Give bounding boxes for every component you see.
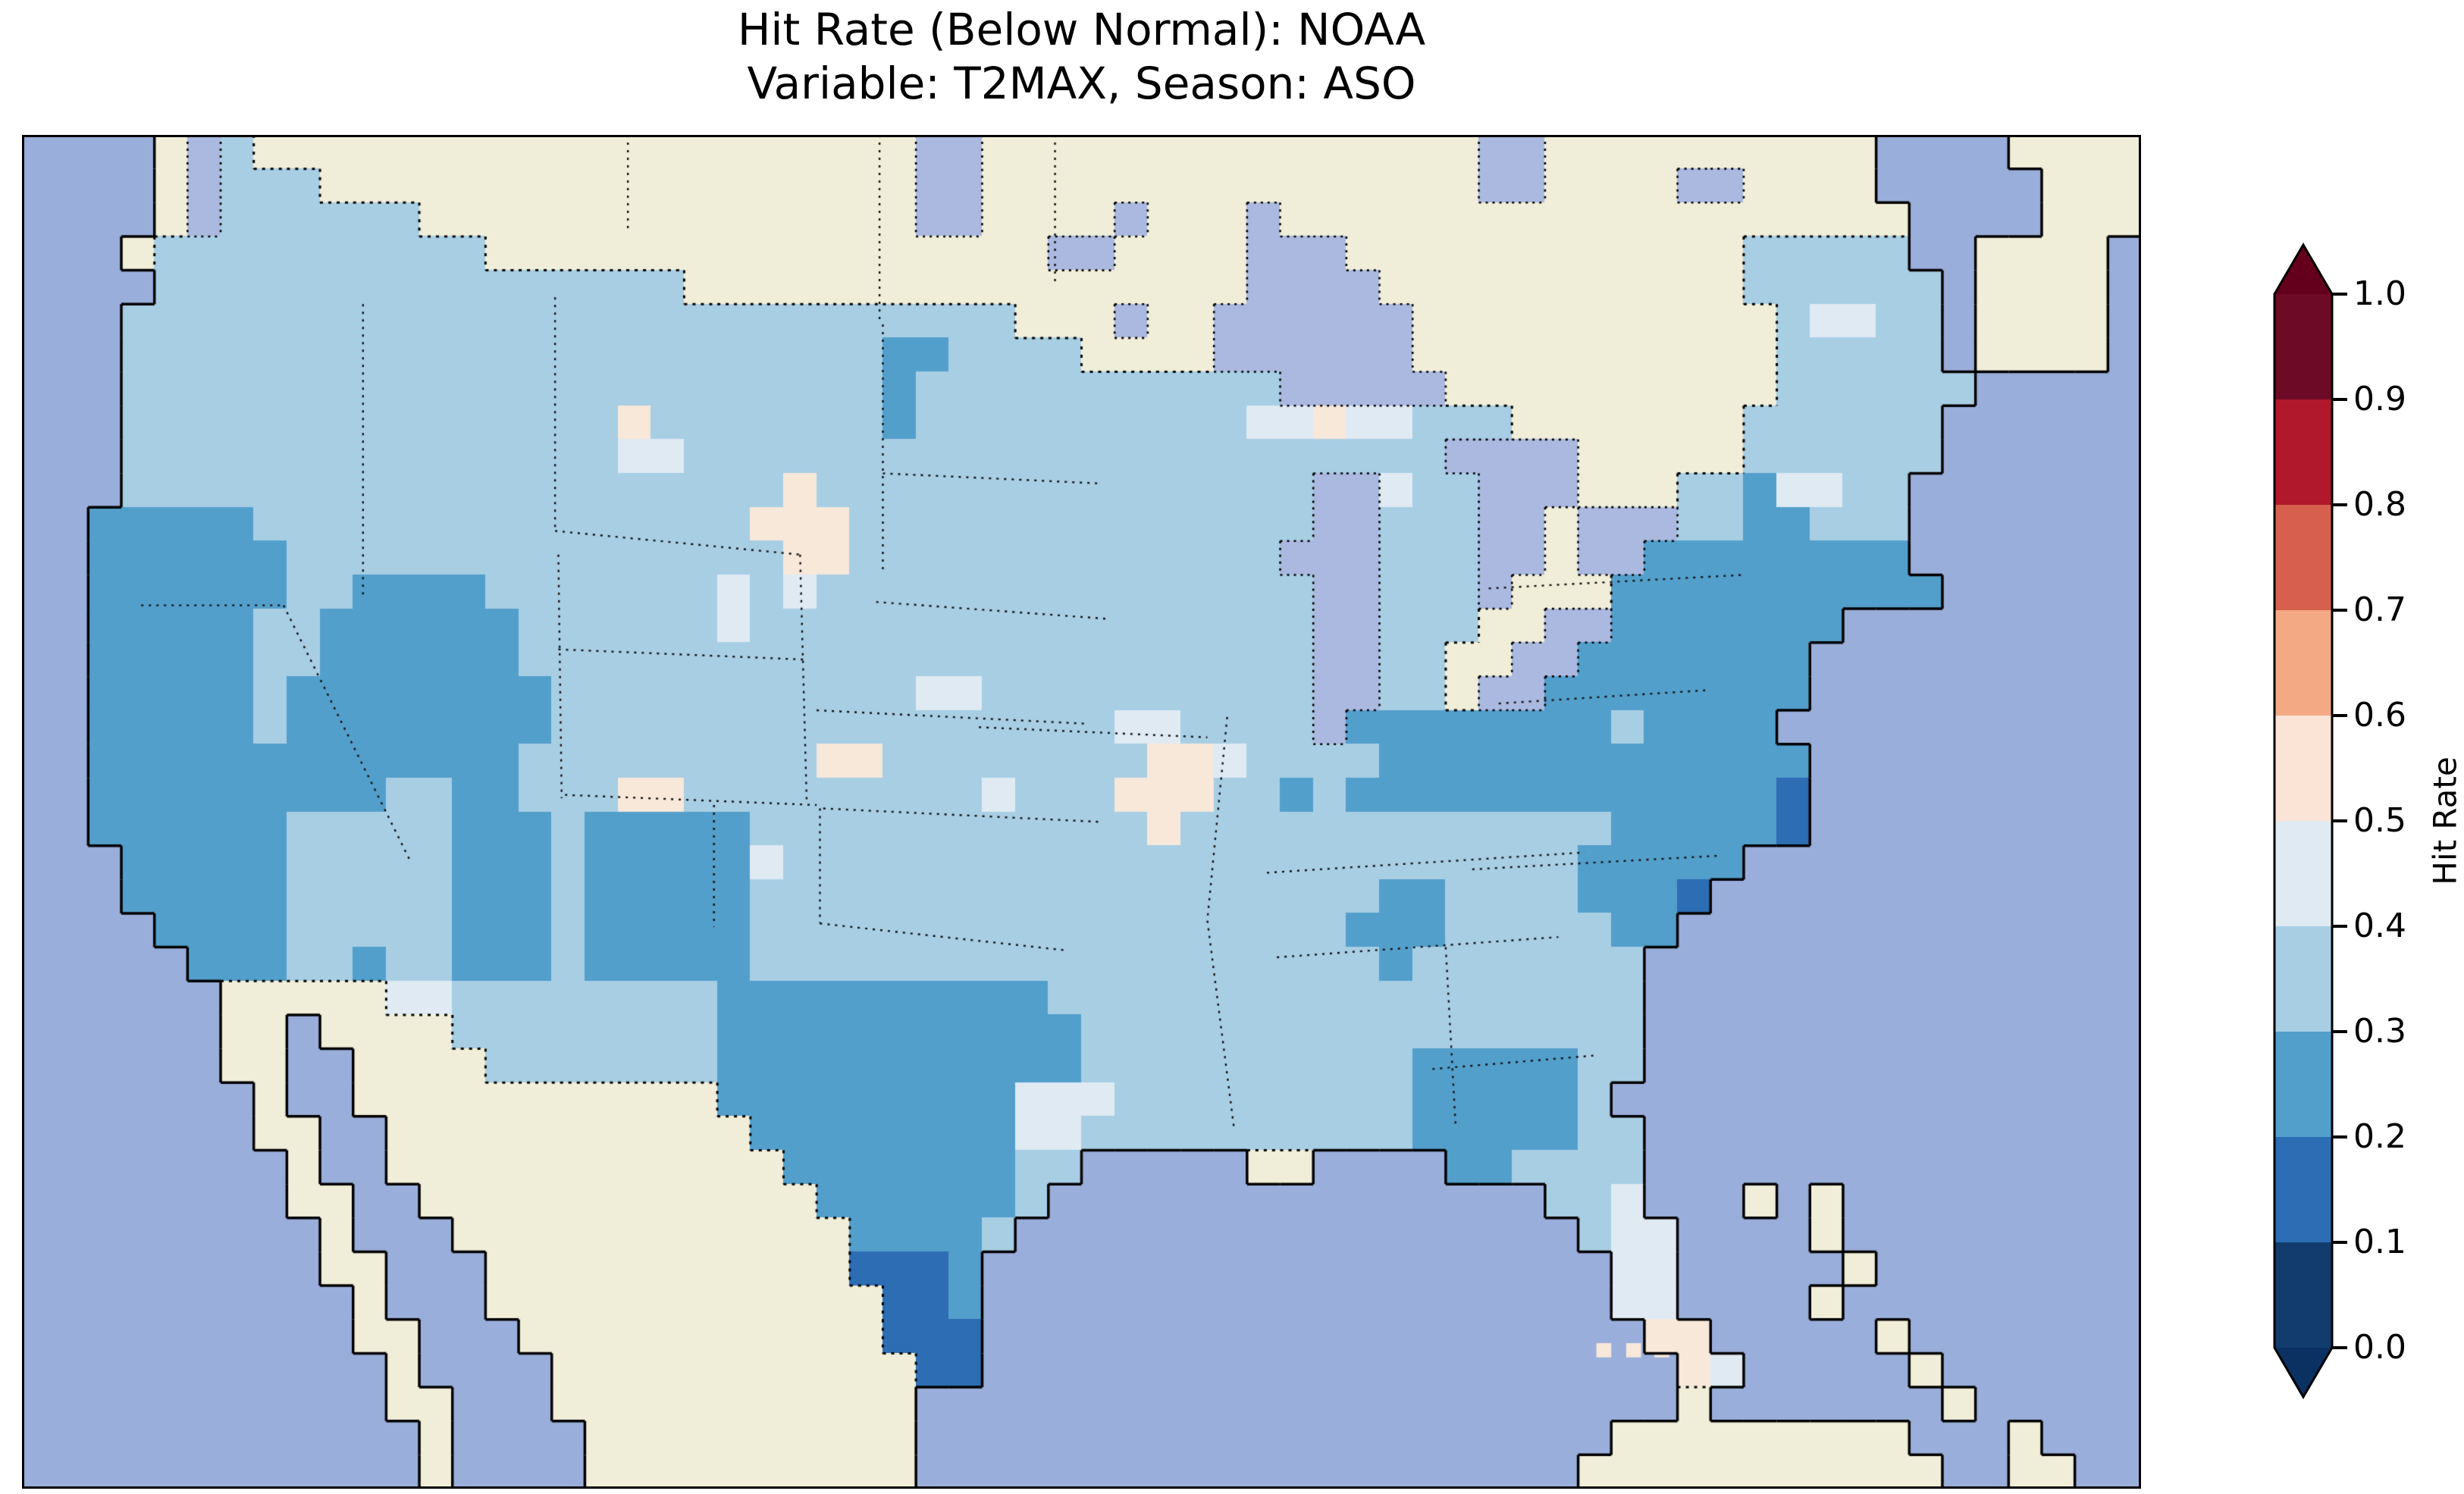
colorbar-axis-label: Hit Rate xyxy=(2426,756,2464,885)
colorbar xyxy=(2273,243,2334,1399)
colorbar-tick-label-1.0: 1.0 xyxy=(2353,274,2406,313)
chart-title: Hit Rate (Below Normal): NOAA Variable: … xyxy=(22,3,2141,111)
colorbar-bin-0.9-1.0 xyxy=(2274,294,2332,399)
colorbar-tick-label-0.7: 0.7 xyxy=(2353,590,2406,629)
colorbar-tick-mark xyxy=(2332,503,2347,506)
colorbar-tick-label-0.1: 0.1 xyxy=(2353,1223,2406,1261)
colorbar-tick-mark xyxy=(2332,925,2347,928)
colorbar-tick-label-0.3: 0.3 xyxy=(2353,1012,2406,1051)
colorbar-bin-0.6-0.7 xyxy=(2274,610,2332,716)
colorbar-bin-0.2-0.3 xyxy=(2274,1032,2332,1137)
chart-title-line2: Variable: T2MAX, Season: ASO xyxy=(747,58,1416,109)
colorbar-tick-label-0.9: 0.9 xyxy=(2353,380,2406,418)
colorbar-tick-mark xyxy=(2332,1030,2347,1033)
colorbar-bin-0.4-0.5 xyxy=(2274,821,2332,926)
colorbar-tick-mark xyxy=(2332,714,2347,717)
colorbar-bin-0.5-0.6 xyxy=(2274,716,2332,821)
colorbar-tick-mark xyxy=(2332,819,2347,822)
colorbar-bin-0.3-0.4 xyxy=(2274,926,2332,1032)
colorbar-bin-0.0-0.1 xyxy=(2274,1242,2332,1348)
colorbar-tick-label-0.5: 0.5 xyxy=(2353,801,2406,840)
colorbar-tick-label-0.0: 0.0 xyxy=(2353,1328,2406,1367)
colorbar-tick-label-0.6: 0.6 xyxy=(2353,696,2406,734)
colorbar-bin-0.8-0.9 xyxy=(2274,399,2332,505)
colorbar-tick-mark xyxy=(2332,1135,2347,1139)
colorbar-under-arrow xyxy=(2274,1348,2332,1397)
colorbar-tick-label-0.2: 0.2 xyxy=(2353,1117,2406,1156)
colorbar-tick-mark xyxy=(2332,1241,2347,1244)
chart-title-line1: Hit Rate (Below Normal): NOAA xyxy=(737,4,1426,55)
colorbar-tick-mark xyxy=(2332,293,2347,296)
us-map-canvas xyxy=(22,135,2141,1489)
colorbar-tick-mark xyxy=(2332,398,2347,401)
colorbar-bin-0.7-0.8 xyxy=(2274,505,2332,610)
colorbar-over-arrow xyxy=(2274,245,2332,294)
colorbar-tick-label-0.4: 0.4 xyxy=(2353,907,2406,945)
colorbar-tick-mark xyxy=(2332,609,2347,612)
colorbar-tick-label-0.8: 0.8 xyxy=(2353,485,2406,524)
colorbar-tick-mark xyxy=(2332,1346,2347,1349)
colorbar-bin-0.1-0.2 xyxy=(2274,1137,2332,1242)
